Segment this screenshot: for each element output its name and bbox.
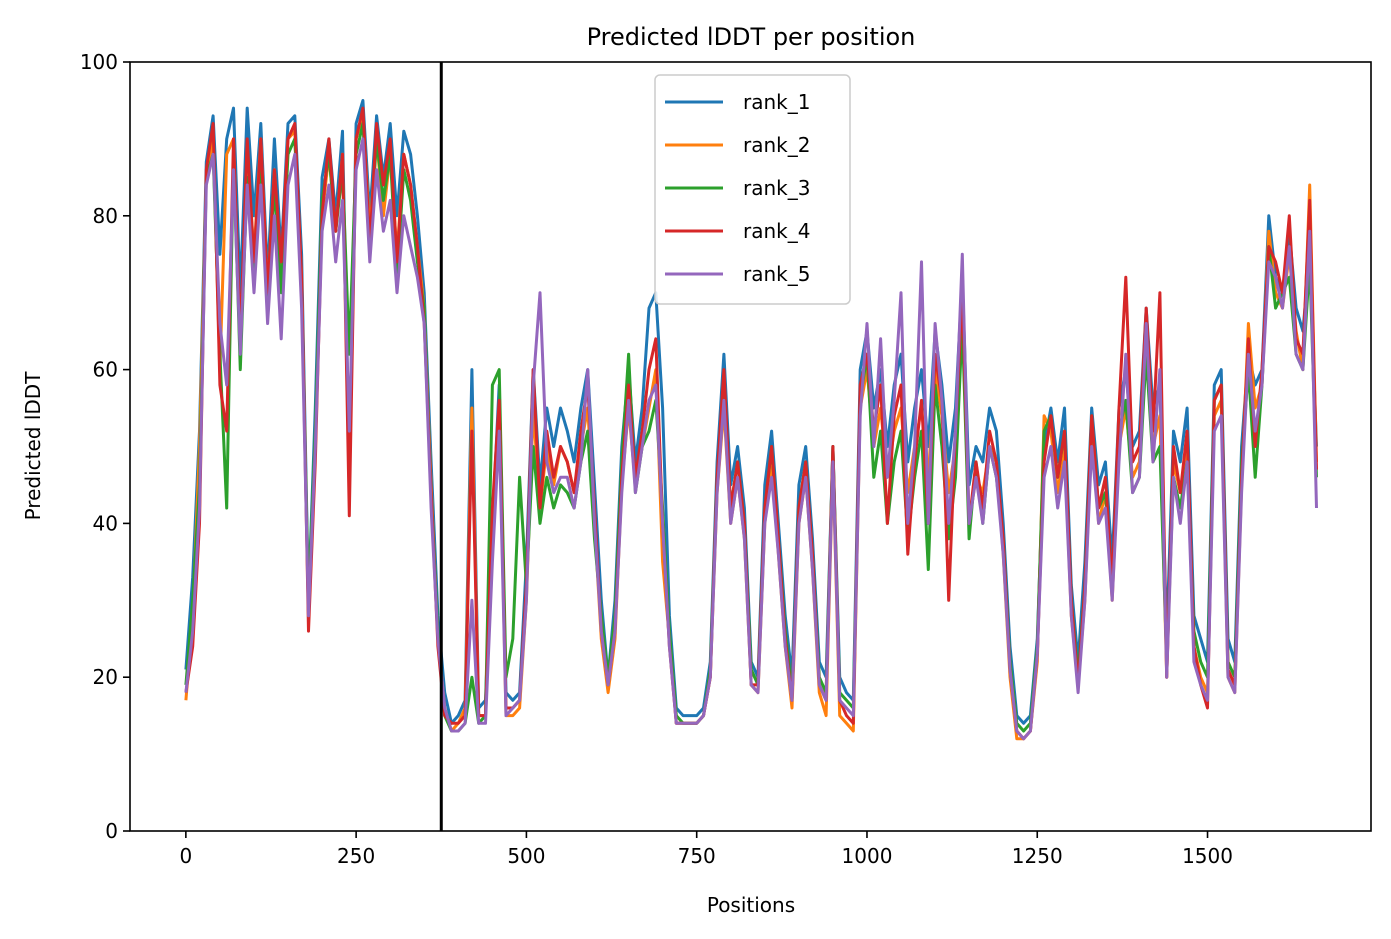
x-tick-label: 1000 <box>842 844 893 868</box>
legend-label: rank_3 <box>743 176 810 200</box>
y-tick-label: 100 <box>80 50 118 74</box>
legend: rank_1 rank_2 rank_3 rank_4 rank_5 <box>654 74 851 305</box>
y-axis: 0 20 40 60 80 100 <box>80 50 130 843</box>
chart-title: Predicted lDDT per position <box>587 23 916 51</box>
y-tick-label: 0 <box>105 819 118 843</box>
x-axis: 0 250 500 750 1000 1250 1500 <box>179 831 1233 868</box>
y-tick-label: 20 <box>93 665 118 689</box>
y-axis-title: Predicted lDDT <box>21 371 45 521</box>
x-tick-label: 0 <box>179 844 192 868</box>
x-tick-label: 250 <box>337 844 375 868</box>
x-tick-label: 750 <box>678 844 716 868</box>
y-tick-label: 80 <box>93 204 118 228</box>
plot-frame <box>129 61 1372 832</box>
series-line-rank-5 <box>184 137 1318 741</box>
x-tick-label: 1250 <box>1012 844 1063 868</box>
x-axis-title: Positions <box>707 893 795 917</box>
x-tick-label: 500 <box>507 844 545 868</box>
legend-label: rank_1 <box>743 90 810 114</box>
y-tick-label: 40 <box>93 511 118 535</box>
legend-box <box>654 74 851 305</box>
y-tick-label: 60 <box>93 358 118 382</box>
x-tick-label: 1500 <box>1182 844 1233 868</box>
legend-label: rank_2 <box>743 133 810 157</box>
legend-label: rank_4 <box>743 219 810 243</box>
plot-area <box>184 62 1318 831</box>
legend-label: rank_5 <box>743 262 810 286</box>
